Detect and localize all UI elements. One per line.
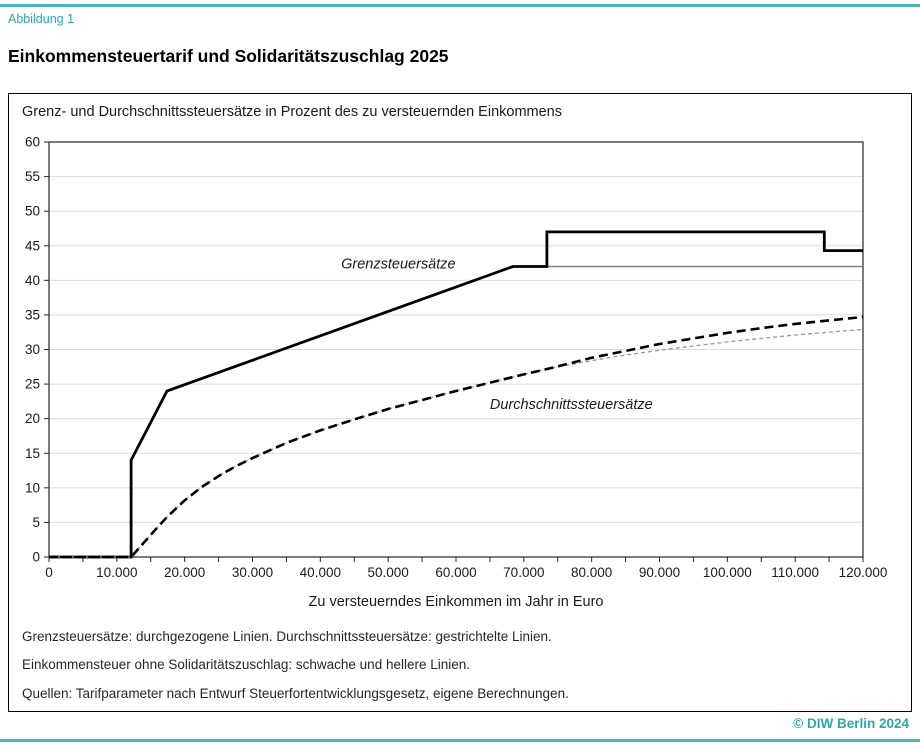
x-tick-label: 20.000	[164, 565, 205, 580]
chart-frame: Grenz- und Durchschnittssteuersätze in P…	[8, 93, 912, 712]
x-axis-title: Zu versteuerndes Einkommen im Jahr in Eu…	[309, 594, 604, 610]
x-tick-label: 40.000	[300, 565, 341, 580]
y-tick-label: 50	[25, 204, 40, 219]
x-tick-label: 30.000	[232, 565, 273, 580]
y-tick-label: 15	[25, 446, 40, 461]
x-tick-label: 80.000	[571, 565, 612, 580]
legend-note-light-lines: Einkommensteuer ohne Solidaritätszuschla…	[22, 657, 471, 672]
y-tick-label: 40	[25, 273, 40, 288]
y-tick-label: 30	[25, 342, 40, 357]
x-tick-label: 70.000	[503, 565, 544, 580]
y-tick-label: 25	[25, 377, 40, 392]
x-tick-label: 0	[45, 565, 53, 580]
top-accent-rule	[0, 4, 920, 7]
y-tick-label: 0	[32, 550, 40, 565]
x-tick-label: 100.000	[703, 565, 752, 580]
page-title: Einkommensteuertarif und Solidaritätszus…	[8, 46, 449, 66]
x-tick-label: 10.000	[96, 565, 137, 580]
y-tick-label: 20	[25, 411, 40, 426]
y-tick-label: 60	[25, 135, 40, 150]
x-tick-label: 90.000	[639, 565, 680, 580]
series-1-line	[49, 230, 863, 559]
bottom-accent-rule	[0, 739, 920, 742]
legend-note-solid-dashed: Grenzsteuersätze: durchgezogene Linien. …	[22, 629, 552, 644]
y-tick-label: 5	[32, 515, 40, 530]
y-tick-label: 35	[25, 307, 40, 322]
x-tick-label: 60.000	[435, 565, 476, 580]
y-tick-label: 55	[25, 169, 40, 184]
y-tick-label: 10	[25, 480, 40, 495]
x-tick-label: 120.000	[839, 565, 888, 580]
copyright-notice: © DIW Berlin 2024	[793, 716, 909, 731]
tax-rate-line-chart: 0 5 10 15 20 25 30 35 40 45 50 55 60 0 10.000 20.000 30.…	[25, 135, 888, 611]
annotation-label-1: Durchschnittssteuersätze	[490, 397, 653, 413]
figure-label: Abbildung 1	[8, 12, 75, 26]
source-note: Quellen: Tarifparameter nach Entwurf Ste…	[22, 686, 569, 701]
annotation-label-0: Grenzsteuersätze	[341, 257, 455, 273]
series-3-line	[49, 315, 864, 559]
x-tick-label: 50.000	[368, 565, 409, 580]
y-tick-label: 45	[25, 238, 40, 253]
x-tick-label: 110.000	[771, 565, 819, 580]
chart-subtitle: Grenz- und Durchschnittssteuersätze in P…	[22, 104, 562, 120]
